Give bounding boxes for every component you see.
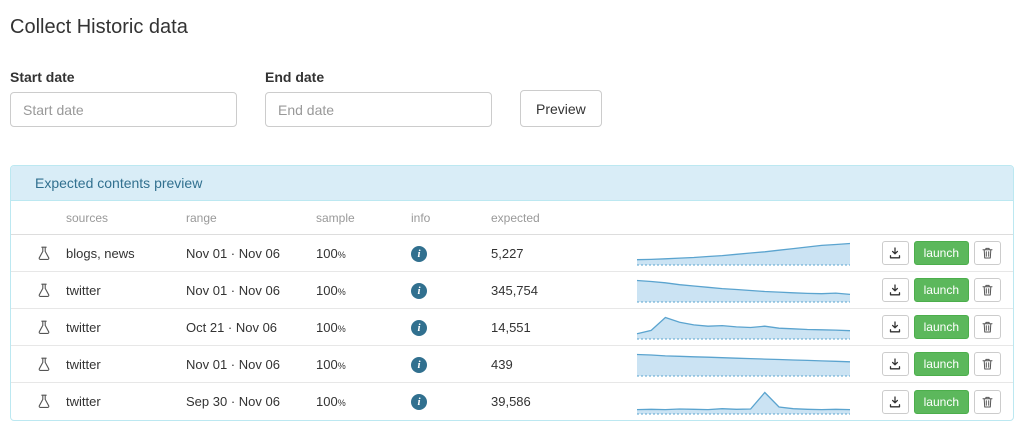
download-button[interactable] <box>881 315 909 339</box>
row-actions: launch <box>861 278 1013 302</box>
start-date-input[interactable] <box>10 92 237 127</box>
expected-contents-panel: Expected contents preview sources range … <box>10 165 1014 421</box>
cell-sample: 100% <box>316 394 411 409</box>
flask-icon <box>37 320 51 335</box>
preview-button[interactable]: Preview <box>520 90 602 127</box>
cell-sample: 100% <box>316 320 411 335</box>
table-row: blogs, news Nov 01 · Nov 06 100% i 5,227… <box>11 235 1013 272</box>
sample-value: 100 <box>316 394 338 409</box>
header-range: range <box>186 210 217 225</box>
header-spark-spacer <box>636 205 861 231</box>
cell-expected: 39,586 <box>491 394 531 409</box>
sample-unit: % <box>337 323 346 334</box>
sample-value: 100 <box>316 356 338 372</box>
table-row: twitter Nov 01 · Nov 06 100% i 345,754 l… <box>11 272 1013 309</box>
page-title: Collect Historic data <box>10 16 188 38</box>
info-icon[interactable]: i <box>411 356 427 373</box>
launch-button[interactable]: launch <box>913 315 969 339</box>
table-header: sources range sample info expected <box>11 201 1013 235</box>
header-info: info <box>411 210 431 225</box>
row-actions: launch <box>861 241 1013 265</box>
panel-title: Expected contents preview <box>11 166 1013 201</box>
header-sample: sample <box>316 210 355 225</box>
delete-button[interactable] <box>974 278 1001 302</box>
sample-value: 100 <box>316 245 338 261</box>
table-row: twitter Sep 30 · Nov 06 100% i 39,586 la… <box>11 383 1013 420</box>
sample-unit: % <box>337 249 346 260</box>
cell-expected: 345,754 <box>491 282 538 298</box>
cell-sources: twitter <box>66 394 101 409</box>
end-date-label: End date <box>265 69 325 85</box>
cell-range: Nov 01 · Nov 06 <box>186 356 280 372</box>
table-row: twitter Oct 21 · Nov 06 100% i 14,551 la… <box>11 309 1013 346</box>
info-icon[interactable]: i <box>411 245 427 262</box>
cell-range: Sep 30 · Nov 06 <box>186 394 280 409</box>
table-row: twitter Nov 01 · Nov 06 100% i 439 launc… <box>11 346 1013 383</box>
launch-button[interactable]: launch <box>913 352 969 376</box>
cell-sample: 100% <box>316 357 411 372</box>
cell-range: Oct 21 · Nov 06 <box>186 319 278 335</box>
table-body: blogs, news Nov 01 · Nov 06 100% i 5,227… <box>11 235 1013 420</box>
cell-expected: 5,227 <box>491 245 524 261</box>
cell-expected: 14,551 <box>491 319 531 335</box>
cell-sample: 100% <box>316 246 411 261</box>
sparkline-chart <box>636 389 861 415</box>
flask-icon <box>37 246 51 261</box>
date-form: Start date End date Preview <box>10 69 1014 127</box>
start-date-field: Start date <box>10 69 237 127</box>
download-button[interactable] <box>881 278 909 302</box>
cell-expected: 439 <box>491 356 513 372</box>
sample-value: 100 <box>316 319 338 335</box>
cell-sources: twitter <box>66 282 101 298</box>
cell-range: Nov 01 · Nov 06 <box>186 282 280 298</box>
launch-button[interactable]: launch <box>913 389 969 414</box>
flask-icon <box>37 357 51 372</box>
row-actions: launch <box>861 352 1013 376</box>
sample-unit: % <box>337 398 346 408</box>
delete-button[interactable] <box>974 241 1001 265</box>
download-button[interactable] <box>881 241 909 265</box>
cell-sources: blogs, news <box>66 245 135 261</box>
header-sources: sources <box>66 210 109 225</box>
sample-unit: % <box>337 360 346 371</box>
cell-sample: 100% <box>316 283 411 298</box>
delete-button[interactable] <box>974 315 1001 339</box>
row-actions: launch <box>861 389 1013 414</box>
cell-sources: twitter <box>66 356 101 372</box>
cell-sources: twitter <box>66 319 101 335</box>
delete-button[interactable] <box>974 389 1001 414</box>
flask-icon <box>37 394 51 409</box>
info-icon[interactable]: i <box>411 394 427 410</box>
sparkline-chart <box>636 277 861 303</box>
flask-icon <box>37 283 51 298</box>
start-date-label: Start date <box>10 69 75 85</box>
sample-value: 100 <box>316 282 338 298</box>
sample-unit: % <box>337 286 346 297</box>
sparkline-chart <box>636 240 861 266</box>
cell-range: Nov 01 · Nov 06 <box>186 245 280 261</box>
download-button[interactable] <box>881 352 909 376</box>
info-icon[interactable]: i <box>411 282 427 299</box>
info-icon[interactable]: i <box>411 319 427 336</box>
sparkline-chart <box>636 314 861 340</box>
sparkline-chart <box>636 351 861 377</box>
launch-button[interactable]: launch <box>913 241 969 265</box>
download-button[interactable] <box>881 389 909 414</box>
launch-button[interactable]: launch <box>913 278 969 302</box>
delete-button[interactable] <box>974 352 1001 376</box>
end-date-field: End date <box>265 69 492 127</box>
header-expected: expected <box>491 210 540 225</box>
row-actions: launch <box>861 315 1013 339</box>
end-date-input[interactable] <box>265 92 492 127</box>
